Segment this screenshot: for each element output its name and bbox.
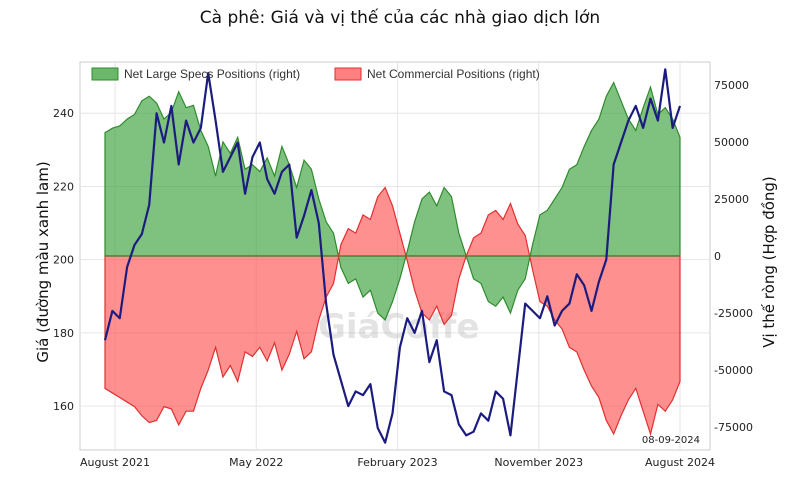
left-axis-label: Giá (đường màu xanh lam) [34,161,52,362]
left-tick-label: 200 [53,254,74,267]
legend-label: Net Commercial Positions (right) [367,67,540,81]
left-tick-label: 240 [53,107,74,120]
x-tick-label: August 2024 [645,456,715,469]
legend: Net Large Specs Positions (right) Net Com… [91,67,540,81]
date-stamp: 08-09-2024 [642,435,700,446]
legend-swatch [91,67,119,81]
large-specs-area [104,81,681,321]
right-axis-label: Vị thế ròng (Hợp đồng) [760,176,778,348]
right-tick-label: 50000 [714,136,749,149]
left-tick-label: 160 [53,400,74,413]
x-tick-label: August 2021 [80,456,150,469]
right-tick-label: 75000 [714,79,749,92]
right-tick-label: -50000 [714,364,753,377]
watermark: GiáCoffe [318,307,479,347]
x-tick-label: February 2023 [357,456,437,469]
commercial-area [104,186,681,437]
price-line [103,68,682,444]
x-axis-ticks: August 2021 May 2022 February 2023 November… [80,456,715,469]
right-axis-ticks: 75000 50000 25000 0 -25000 -50000 -75000 [714,79,753,434]
area-series [104,81,681,437]
legend-swatch [334,67,362,81]
chart-title: Cà phê: Giá và vị thế của các nhà giao d… [199,8,601,28]
left-axis-ticks: 160 180 200 220 240 [53,107,74,413]
x-tick-label: November 2023 [494,456,583,469]
right-tick-label: -75000 [714,421,753,434]
right-tick-label: 0 [714,250,721,263]
x-tick-label: May 2022 [229,456,283,469]
line-series [103,68,682,444]
right-tick-label: -25000 [714,307,753,320]
legend-label: Net Large Specs Positions (right) [124,67,300,81]
left-tick-label: 220 [53,180,74,193]
right-tick-label: 25000 [714,193,749,206]
left-tick-label: 180 [53,327,74,340]
